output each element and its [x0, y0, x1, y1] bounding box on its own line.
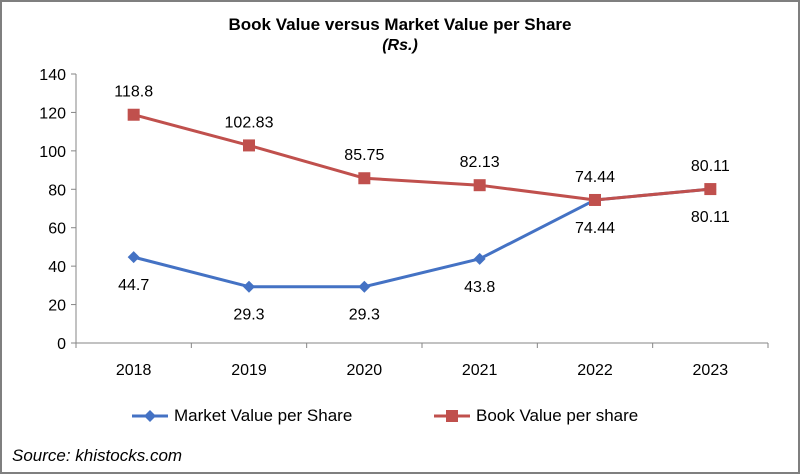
data-point-book-value	[704, 183, 717, 196]
data-label-book-value: 85.75	[344, 147, 384, 164]
data-label-book-value: 74.44	[575, 169, 615, 186]
y-tick-label-0: 0	[57, 336, 66, 353]
data-label-market-value: 43.8	[464, 279, 495, 296]
data-label-book-value: 82.13	[460, 154, 500, 171]
y-tick-label-100: 100	[39, 144, 66, 161]
x-tick-label-2019: 2019	[231, 362, 267, 379]
data-label-book-value: 80.11	[691, 158, 730, 175]
y-tick-label-40: 40	[48, 259, 66, 276]
legend-item-market-value: Market Value per Share	[130, 406, 352, 426]
data-label-market-value: 29.3	[233, 307, 264, 324]
y-tick-label-20: 20	[48, 298, 66, 315]
series-line-book-value	[133, 113, 711, 202]
chart-legend: Market Value per Share Book Value per sh…	[0, 406, 800, 430]
data-label-market-value: 80.11	[691, 209, 730, 226]
data-point-book-value	[127, 108, 140, 121]
data-point-book-value	[358, 172, 371, 185]
x-tick-label-2022: 2022	[577, 362, 613, 379]
data-point-market-value	[243, 280, 255, 293]
x-tick-label-2023: 2023	[693, 362, 729, 379]
data-label-market-value: 74.44	[575, 220, 615, 237]
x-tick-label-2018: 2018	[116, 362, 152, 379]
legend-label-market-value: Market Value per Share	[174, 406, 353, 425]
data-point-market-value	[473, 252, 486, 265]
legend-label-book-value: Book Value per share	[476, 406, 639, 425]
data-point-market-value	[358, 280, 371, 293]
y-tick-label-60: 60	[48, 221, 66, 238]
data-point-book-value	[243, 139, 255, 152]
legend-marker-book-value	[434, 410, 470, 422]
y-tick-label-80: 80	[48, 182, 66, 199]
x-tick-label-2021: 2021	[462, 362, 498, 379]
x-tick-label-2020: 2020	[347, 362, 383, 379]
series-line-market-value	[133, 187, 711, 289]
chart-title: Book Value versus Market Value per Share	[228, 15, 572, 34]
chart-subtitle: (Rs.)	[382, 37, 418, 54]
source-note: Source: khistocks.com	[12, 446, 183, 465]
data-label-book-value: 102.83	[225, 114, 274, 131]
data-point-book-value	[589, 193, 601, 206]
legend-item-book-value: Book Value per share	[432, 406, 638, 426]
y-tick-label-120: 120	[39, 105, 66, 122]
data-label-market-value: 44.7	[118, 277, 149, 294]
legend-marker-market-value	[132, 410, 168, 422]
data-label-market-value: 29.3	[349, 307, 380, 324]
data-point-market-value	[127, 251, 140, 264]
data-label-book-value: 118.8	[114, 84, 153, 101]
data-point-book-value	[473, 179, 486, 192]
y-tick-label-140: 140	[39, 67, 66, 84]
